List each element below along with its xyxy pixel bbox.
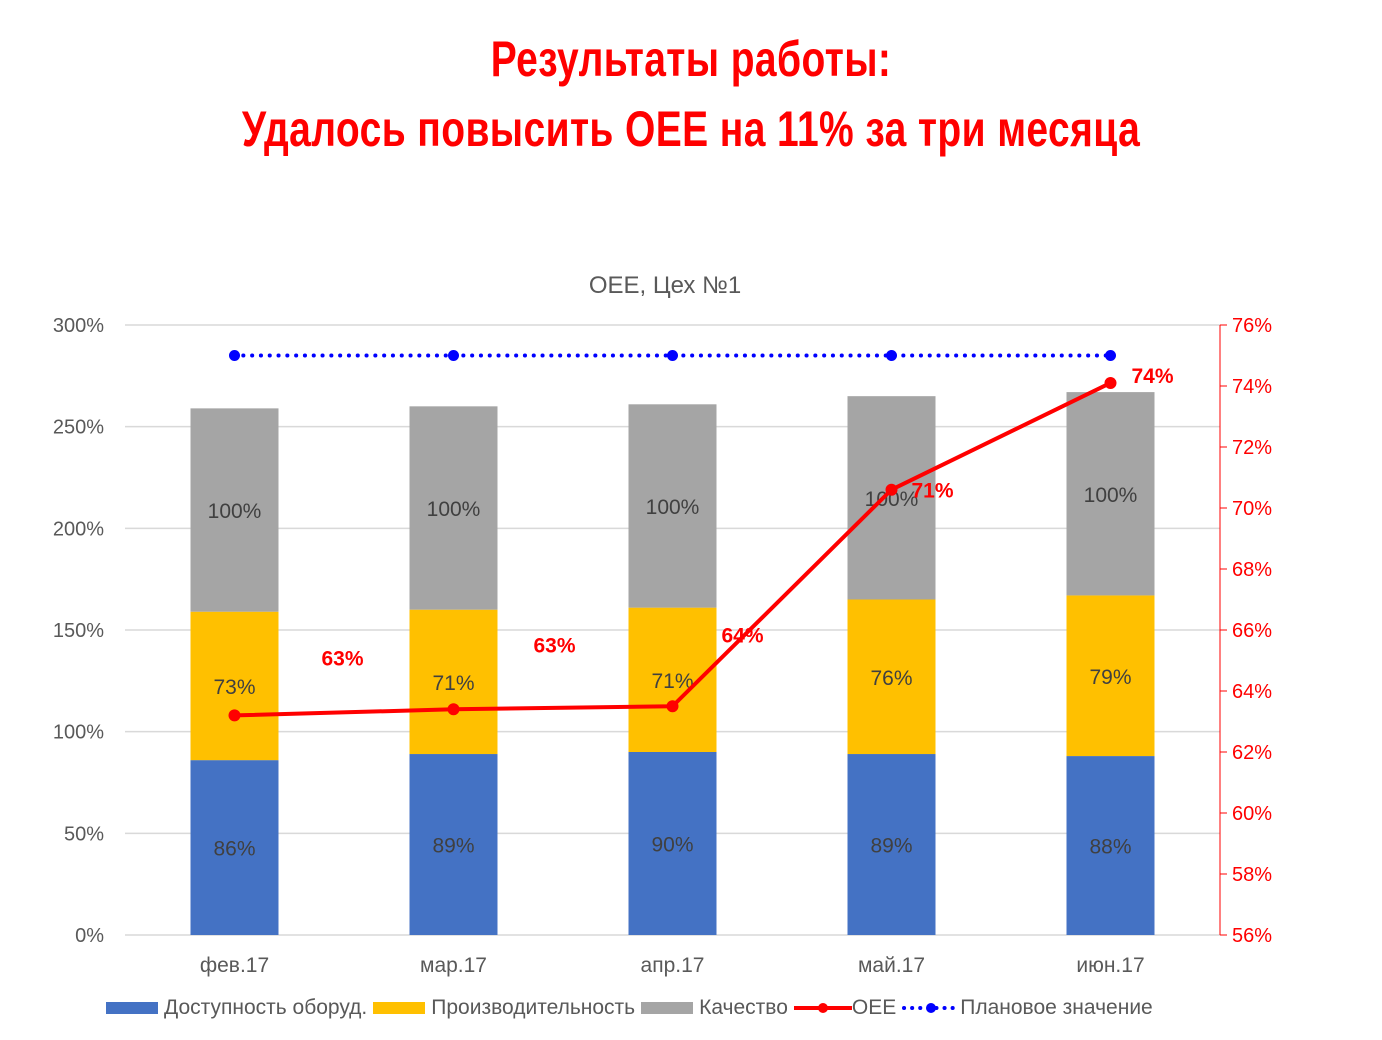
right-axis-tick-label: 62%: [1232, 742, 1272, 764]
oee-data-label: 74%: [1131, 365, 1173, 388]
bar-segment: [409, 609, 498, 755]
bar-segment: [847, 754, 936, 935]
right-axis-tick-label: 70%: [1232, 498, 1272, 520]
bar-segment: [847, 599, 936, 755]
bar-data-label: 100%: [208, 500, 262, 523]
right-axis-tick-label: 76%: [1232, 315, 1272, 337]
legend-item-oee: OEE: [793, 996, 897, 1020]
bar-data-label: 79%: [1089, 666, 1131, 689]
plan-point: [229, 350, 240, 361]
right-axis-tick-label: 58%: [1232, 864, 1272, 886]
right-axis-tick-label: 64%: [1232, 681, 1272, 703]
legend-swatch: [106, 1002, 158, 1014]
bar-segment: [409, 754, 498, 935]
x-axis-tick-label: мар.17: [420, 954, 487, 977]
legend-item-plan: Плановое значение: [902, 996, 1153, 1020]
right-axis-tick-label: 68%: [1232, 559, 1272, 581]
legend-label: Доступность оборуд.: [164, 996, 368, 1019]
bar-data-label: 100%: [646, 496, 700, 519]
right-axis-tick-label: 74%: [1232, 376, 1272, 398]
oee-point: [447, 703, 460, 716]
legend-dotted-marker: [902, 1003, 961, 1013]
bar-data-label: 89%: [432, 835, 474, 858]
legend-label: Производительность: [431, 996, 636, 1019]
legend-label: Качество: [699, 996, 788, 1019]
plan-point: [448, 350, 459, 361]
left-axis-tick-label: 0%: [75, 925, 104, 947]
legend-item-quality: Качество: [641, 996, 788, 1020]
legend: Доступность оборуд. Производительность К…: [106, 996, 1159, 1020]
legend-swatch: [641, 1002, 694, 1014]
oee-point: [228, 709, 241, 722]
left-axis-tick-label: 200%: [53, 518, 104, 540]
bar-data-label: 89%: [870, 835, 912, 858]
oee-data-label: 63%: [321, 647, 363, 670]
bar-data-label: 73%: [213, 676, 255, 699]
right-axis-tick-label: 72%: [1232, 437, 1272, 459]
bar-data-label: 71%: [432, 672, 474, 695]
left-axis-tick-label: 250%: [53, 417, 104, 439]
oee-data-label: 71%: [911, 480, 953, 503]
left-axis-tick-label: 50%: [64, 823, 104, 845]
x-axis-tick-label: май.17: [858, 954, 925, 977]
bar-segment: [628, 404, 717, 608]
legend-line-marker: [793, 1003, 852, 1013]
oee-data-label: 64%: [721, 624, 763, 647]
legend-item-performance: Производительность: [373, 996, 635, 1020]
legend-swatch: [373, 1002, 426, 1014]
oee-point: [885, 483, 898, 496]
left-axis-tick-label: 100%: [53, 722, 104, 744]
oee-data-label: 63%: [533, 634, 575, 657]
x-axis-tick-label: апр.17: [641, 954, 705, 977]
bar-data-label: 71%: [651, 670, 693, 693]
legend-label: OEE: [851, 996, 897, 1019]
plan-point: [886, 350, 897, 361]
chart-title: OEE, Цех №1: [589, 272, 741, 299]
legend-label: Плановое значение: [960, 996, 1153, 1019]
x-axis-tick-label: фев.17: [200, 954, 269, 977]
plan-point: [1105, 350, 1116, 361]
bar-segment: [628, 752, 717, 935]
right-axis-tick-label: 56%: [1232, 925, 1272, 947]
bar-data-label: 100%: [1084, 484, 1138, 507]
page-title-line1: Результаты работы:: [490, 31, 892, 87]
bar-segment: [847, 396, 936, 600]
bar-segment: [190, 408, 279, 612]
left-axis-tick-label: 150%: [53, 620, 104, 642]
left-axis-tick-label: 300%: [53, 315, 104, 337]
bar-segment: [1066, 595, 1155, 757]
x-axis-tick-label: июн.17: [1076, 954, 1144, 977]
bar-segment: [1066, 392, 1155, 596]
bar-segment: [190, 611, 279, 761]
bar-segment: [409, 406, 498, 610]
oee-point: [666, 700, 679, 713]
right-axis-tick-label: 66%: [1232, 620, 1272, 642]
legend-item-availability: Доступность оборуд.: [106, 996, 367, 1020]
bar-segment: [1066, 756, 1155, 935]
page-title-line2: Удалось повысить OEE на 11% за три месяц…: [241, 101, 1141, 157]
bar-data-label: 90%: [651, 834, 693, 857]
bar-data-label: 86%: [213, 838, 255, 861]
oee-point: [1104, 376, 1117, 389]
bar-data-label: 88%: [1089, 836, 1131, 859]
bar-segment: [190, 760, 279, 935]
bar-data-label: 100%: [427, 498, 481, 521]
right-axis-tick-label: 60%: [1232, 803, 1272, 825]
plan-point: [667, 350, 678, 361]
bar-data-label: 76%: [870, 667, 912, 690]
